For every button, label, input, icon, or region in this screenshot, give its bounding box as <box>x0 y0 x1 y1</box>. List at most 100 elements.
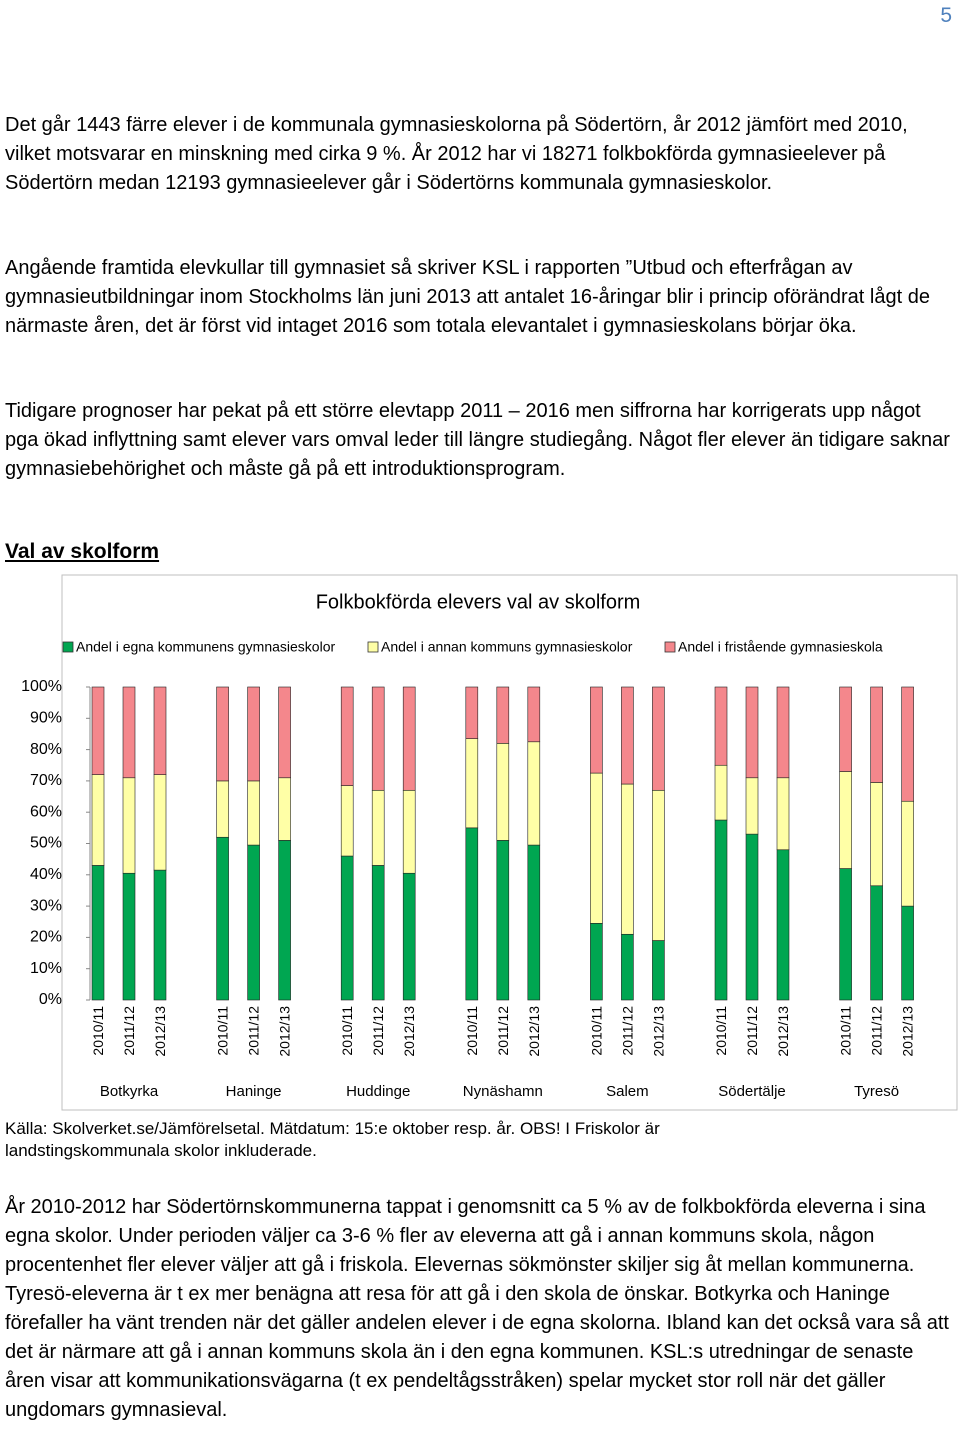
paragraph: Det går 1443 färre elever i de kommunala… <box>5 114 908 194</box>
bar-segment <box>621 783 634 935</box>
y-tick-label: 80% <box>30 741 62 758</box>
bar-segment <box>153 869 167 1001</box>
paragraph: År 2010-2012 har Södertörnskommunerna ta… <box>5 1196 949 1421</box>
x-tick-label: 2012/13 <box>775 1006 791 1057</box>
paragraph: Tidigare prognoser har pekat på ett stör… <box>5 400 950 480</box>
bar-segment <box>153 774 167 871</box>
chart-frame <box>61 574 958 1111</box>
bar-segment <box>590 772 603 924</box>
bar-segment <box>527 844 541 1001</box>
bar-segment <box>496 743 510 841</box>
bar-segment <box>91 865 105 1001</box>
legend-label: Andel i fristående gymnasieskola <box>678 639 883 655</box>
bar-segment <box>247 780 260 846</box>
x-tick-label: 2010/11 <box>90 1006 106 1056</box>
bar-segment <box>340 686 354 786</box>
x-tick-label: 2010/11 <box>588 1006 604 1056</box>
bar-segment <box>496 840 510 1001</box>
heading: Val av skolform <box>5 540 160 563</box>
y-tick-label: 70% <box>30 772 62 789</box>
bar-segment <box>122 872 136 1001</box>
bar-segment <box>590 686 603 774</box>
bar-segment <box>216 780 229 838</box>
bar-segment <box>216 686 229 782</box>
bar-segment <box>402 789 416 874</box>
bar-segment <box>590 923 603 1001</box>
legend-label: Andel i egna kommunens gymnasieskolor <box>76 639 335 655</box>
bar-segment <box>745 777 759 835</box>
bar-segment <box>652 686 665 791</box>
bar-segment <box>465 686 479 739</box>
x-tick-label: 2012/13 <box>650 1006 666 1057</box>
y-tick-label: 0% <box>39 991 62 1008</box>
bar-segment <box>652 789 665 941</box>
x-tick-label: 2012/13 <box>900 1006 916 1057</box>
bar-segment <box>527 686 541 743</box>
bar-segment <box>870 782 883 887</box>
bar-segment <box>402 872 416 1001</box>
bar-segment <box>776 849 790 1001</box>
y-tick-label: 60% <box>30 803 62 820</box>
bar-segment <box>839 868 852 1001</box>
x-tick-label: 2011/12 <box>744 1006 760 1056</box>
x-tick-label: 2010/11 <box>713 1006 729 1056</box>
x-tick-label: 2010/11 <box>464 1006 480 1056</box>
group-label: Södertälje <box>718 1083 786 1100</box>
bar-segment <box>901 686 914 802</box>
bar-segment <box>402 686 416 791</box>
legend-label: Andel i annan kommuns gymnasieskolor <box>381 639 633 655</box>
x-tick-label: 2011/12 <box>495 1006 511 1056</box>
x-tick-label: 2012/13 <box>401 1006 417 1057</box>
y-tick-label: 100% <box>21 678 62 695</box>
bar-segment <box>340 785 354 857</box>
bar-segment <box>247 686 260 782</box>
bar-segment <box>621 933 634 1001</box>
bar-segment <box>278 777 291 841</box>
x-tick-label: 2010/11 <box>215 1006 231 1056</box>
paragraph: Angående framtida elevkullar till gymnas… <box>5 257 930 337</box>
y-tick-label: 40% <box>30 866 62 883</box>
bar-segment <box>745 833 759 1001</box>
bar-segment <box>714 819 728 1001</box>
bar-segment <box>122 686 136 779</box>
bar-segment <box>216 836 229 1001</box>
x-tick-label: 2010/11 <box>838 1006 854 1056</box>
bar-segment <box>776 777 790 851</box>
bar-segment <box>745 686 759 779</box>
bar-segment <box>340 855 354 1001</box>
x-tick-label: 2011/12 <box>370 1006 386 1056</box>
bar-segment <box>901 905 914 1001</box>
bar-segment <box>91 774 105 866</box>
bar-segment <box>527 741 541 846</box>
y-tick-label: 90% <box>30 710 62 727</box>
x-tick-label: 2011/12 <box>246 1006 262 1056</box>
bar-segment <box>776 686 790 779</box>
bar-segment <box>91 686 105 775</box>
bar-segment <box>714 686 728 766</box>
caption: Källa: Skolverket.se/Jämförelsetal. Mätd… <box>5 1119 660 1160</box>
bar-segment <box>839 686 852 772</box>
bar-segment <box>870 686 883 783</box>
bar-segment <box>901 800 914 907</box>
chart: Folkbokförda elevers val av skolform And… <box>21 574 958 1111</box>
y-tick-label: 50% <box>30 835 62 852</box>
bar-segment <box>153 686 167 775</box>
x-tick-label: 2011/12 <box>869 1006 885 1056</box>
bar-segment <box>496 686 510 744</box>
x-tick-label: 2012/13 <box>277 1006 293 1057</box>
group-label: Huddinge <box>346 1083 410 1100</box>
bar-segment <box>122 777 136 874</box>
bar-segment <box>839 771 852 869</box>
group-label: Botkyrka <box>100 1083 159 1100</box>
bar-segment <box>371 686 385 791</box>
group-label: Haninge <box>226 1083 282 1100</box>
group-label: Salem <box>606 1083 649 1100</box>
x-tick-label: 2010/11 <box>339 1006 355 1056</box>
x-tick-label: 2012/13 <box>152 1006 168 1057</box>
legend-swatch <box>367 641 379 653</box>
bar-segment <box>465 738 479 829</box>
chart-title: Folkbokförda elevers val av skolform <box>316 591 641 613</box>
bar-segment <box>621 686 634 785</box>
x-tick-label: 2012/13 <box>526 1006 542 1057</box>
